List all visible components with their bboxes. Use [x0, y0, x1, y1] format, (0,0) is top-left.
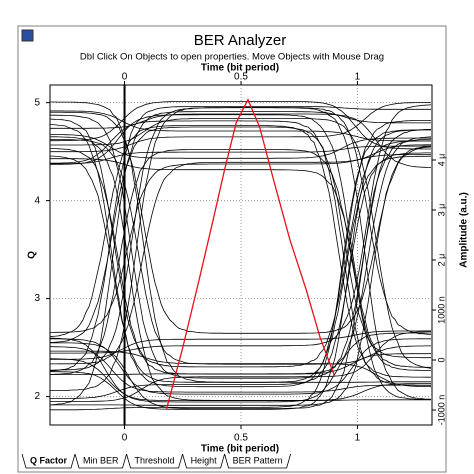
- eye-trace: [50, 114, 432, 379]
- eye-trace: [50, 134, 431, 159]
- eye-trace: [50, 158, 431, 400]
- x-tick-label-top: 0: [122, 72, 128, 83]
- eye-trace: [50, 129, 432, 411]
- eye-trace: [50, 120, 431, 388]
- eye-trace: [50, 102, 432, 153]
- eye-trace: [49, 358, 431, 401]
- tab-label[interactable]: Q Factor: [30, 455, 68, 465]
- eye-trace: [50, 338, 431, 395]
- y2-tick-label: 1000 n: [436, 296, 446, 324]
- y-axis-label: Q: [27, 251, 38, 259]
- tab-label[interactable]: Height: [191, 455, 218, 465]
- x-tick-label: 0.5: [234, 433, 248, 444]
- eye-trace: [50, 111, 432, 334]
- eye-trace: [50, 126, 431, 359]
- y2-tick-label: 0: [436, 357, 446, 362]
- eye-trace: [49, 125, 431, 378]
- y2-tick-label: 3 μ: [436, 204, 446, 217]
- x-tick-label-top: 0.5: [234, 72, 248, 83]
- eye-trace: [50, 144, 431, 365]
- chart-title: BER Analyzer: [194, 32, 287, 49]
- y2-axis-label: Amplitude (a.u.): [459, 192, 470, 268]
- window-icon: [21, 29, 34, 42]
- eye-trace: [50, 110, 431, 142]
- y-tick-label: 2: [34, 391, 40, 402]
- y2-tick-label: -1000 n: [436, 395, 446, 426]
- y-tick-label: 4: [34, 195, 40, 206]
- axes: 0 0 0.5 0.5 1 1 2 3 4 5 -1000 n 0 1000 n 2 μ 3 μ 4 μ: [34, 72, 446, 444]
- eye-trace: [50, 346, 431, 393]
- tab-label[interactable]: BER Pattern: [233, 455, 283, 465]
- subtitle: Dbl Click On Objects to open properties.…: [80, 52, 384, 63]
- eye-trace: [50, 149, 431, 375]
- tab[interactable]: [224, 453, 291, 469]
- eye-trace: [50, 107, 432, 391]
- eye-trace: [50, 350, 432, 388]
- eye-diagram: [49, 100, 432, 411]
- eye-trace: [50, 104, 432, 354]
- x-axis-label: Time (bit period): [201, 444, 279, 455]
- eye-trace: [50, 145, 432, 406]
- x-axis-label-top: Time (bit period): [201, 63, 279, 74]
- tab[interactable]: [182, 453, 225, 469]
- tab-label[interactable]: Min BER: [83, 455, 119, 465]
- eye-trace: [50, 101, 431, 383]
- y-tick-label: 5: [34, 97, 40, 108]
- eye-trace: [50, 136, 432, 375]
- eye-trace: [49, 106, 431, 372]
- y-tick-label: 3: [34, 293, 40, 304]
- y2-tick-label: 2 μ: [436, 254, 446, 267]
- x-tick-label: 1: [355, 433, 361, 444]
- x-tick-label: 0: [122, 433, 128, 444]
- eye-trace: [50, 154, 431, 333]
- tab[interactable]: [21, 453, 76, 469]
- tab[interactable]: [74, 453, 127, 469]
- eye-trace: [50, 139, 431, 365]
- tab-label[interactable]: Threshold: [135, 455, 175, 465]
- eye-trace: [49, 111, 431, 406]
- tab[interactable]: [126, 453, 183, 469]
- eye-trace: [49, 129, 431, 410]
- eye-trace: [50, 331, 431, 402]
- x-tick-label-top: 1: [355, 72, 361, 83]
- eye-trace: [50, 118, 432, 369]
- y2-tick-label: 4 μ: [436, 154, 446, 167]
- q-factor-curve: [165, 98, 335, 410]
- tab-bar: Q Factor Min BER Threshold Height BER Patter…: [21, 453, 291, 469]
